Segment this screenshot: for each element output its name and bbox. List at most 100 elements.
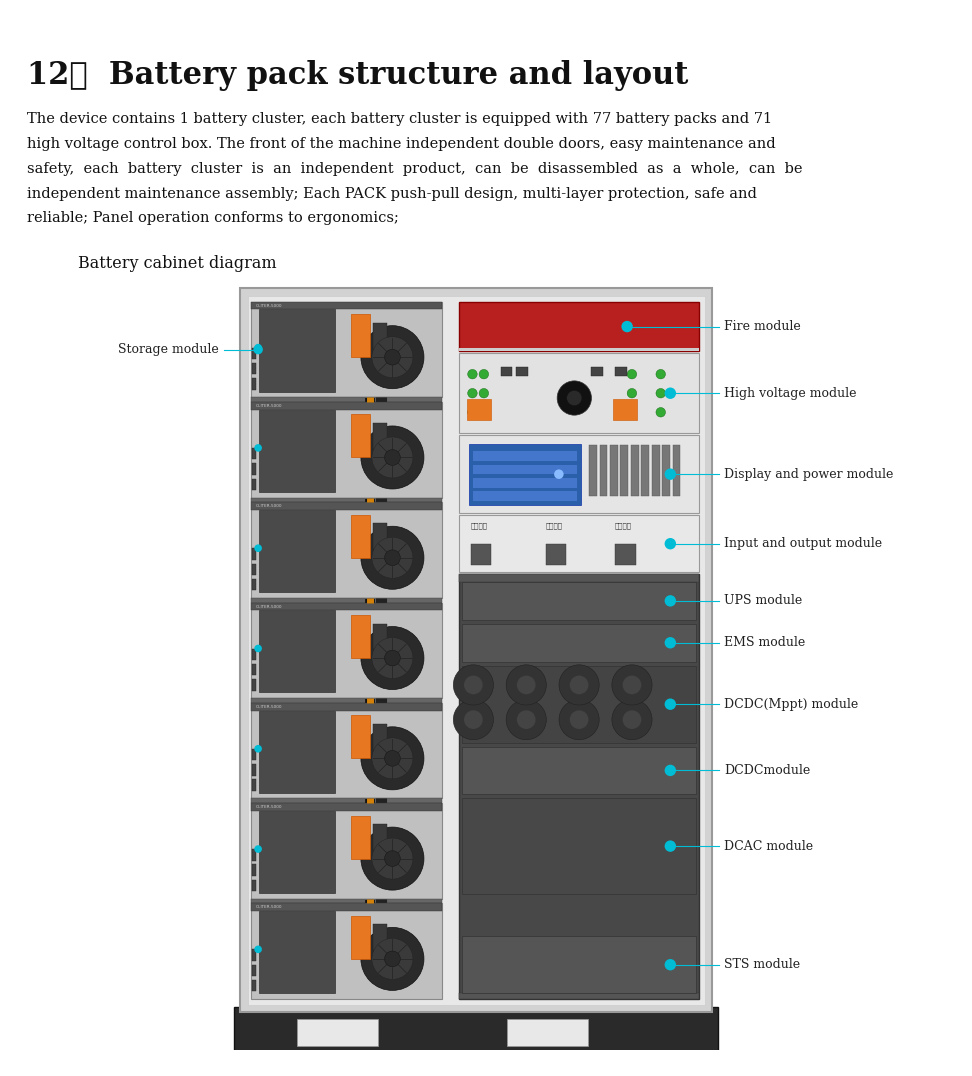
Circle shape	[666, 596, 676, 606]
Circle shape	[612, 665, 652, 705]
Circle shape	[372, 337, 413, 378]
Text: independent maintenance assembly; Each PACK push-pull design, multi-layer protec: independent maintenance assembly; Each P…	[26, 186, 756, 200]
Circle shape	[559, 665, 599, 705]
Text: 12，  Battery pack structure and layout: 12， Battery pack structure and layout	[26, 60, 688, 90]
Text: High voltage module: High voltage module	[724, 386, 856, 399]
Circle shape	[468, 369, 477, 379]
Bar	[252, 703, 442, 798]
Circle shape	[665, 840, 677, 852]
Bar	[253, 649, 257, 660]
Circle shape	[385, 750, 400, 766]
Bar	[234, 1007, 718, 1052]
Text: Battery cabinet diagram: Battery cabinet diagram	[78, 255, 277, 272]
Bar	[253, 579, 257, 591]
Bar	[462, 624, 696, 662]
Bar	[252, 603, 442, 698]
Circle shape	[665, 595, 677, 607]
Bar	[253, 363, 257, 374]
Circle shape	[665, 637, 677, 649]
Bar	[473, 465, 576, 475]
Circle shape	[666, 699, 676, 709]
Circle shape	[453, 699, 494, 739]
Circle shape	[453, 665, 494, 705]
Bar	[506, 1019, 588, 1046]
Circle shape	[385, 851, 400, 866]
Bar	[373, 724, 387, 750]
Text: DCDC(Mppt) module: DCDC(Mppt) module	[724, 697, 858, 711]
Bar	[253, 864, 257, 876]
Circle shape	[255, 645, 261, 652]
Bar	[252, 698, 442, 703]
Bar	[351, 716, 369, 759]
Circle shape	[385, 650, 400, 666]
Circle shape	[464, 676, 483, 694]
Bar	[252, 904, 442, 911]
Bar	[252, 397, 442, 402]
Bar	[459, 575, 699, 999]
Text: OLITER-5000: OLITER-5000	[257, 505, 283, 508]
Bar	[351, 414, 369, 457]
Bar	[470, 543, 492, 565]
Circle shape	[372, 537, 413, 578]
Bar	[351, 514, 369, 557]
Bar	[252, 703, 442, 710]
Bar	[673, 444, 680, 496]
Bar	[253, 779, 257, 791]
Bar	[253, 679, 257, 691]
Circle shape	[361, 426, 424, 489]
Bar	[459, 353, 699, 434]
Bar	[545, 543, 567, 565]
Text: high voltage control box. The front of the machine independent double doors, eas: high voltage control box. The front of t…	[26, 137, 776, 151]
Bar	[252, 402, 442, 497]
Bar	[373, 523, 387, 549]
Bar	[373, 423, 387, 449]
Circle shape	[656, 408, 666, 417]
Circle shape	[665, 387, 677, 399]
Bar	[459, 435, 699, 513]
Circle shape	[665, 765, 677, 776]
Text: OLITER-5000: OLITER-5000	[257, 905, 283, 909]
Circle shape	[622, 676, 642, 694]
Circle shape	[557, 381, 591, 415]
Bar	[351, 615, 369, 659]
Bar	[253, 764, 257, 776]
Bar	[253, 448, 257, 459]
Circle shape	[385, 951, 400, 966]
Text: OLITER-5000: OLITER-5000	[257, 303, 283, 308]
Bar	[252, 502, 442, 510]
Bar	[473, 451, 576, 461]
Circle shape	[361, 827, 424, 890]
Bar	[501, 367, 512, 377]
Bar	[252, 598, 442, 603]
Bar	[373, 924, 387, 950]
Bar	[253, 749, 257, 761]
Bar	[252, 502, 442, 598]
Bar	[253, 379, 257, 390]
Circle shape	[554, 469, 564, 479]
Bar	[260, 911, 335, 993]
Bar	[253, 880, 257, 891]
Bar	[260, 610, 335, 693]
Text: reliable; Panel operation conforms to ergonomics;: reliable; Panel operation conforms to er…	[26, 211, 399, 225]
Bar	[612, 399, 638, 420]
Circle shape	[372, 938, 413, 979]
Bar	[462, 747, 696, 794]
Circle shape	[361, 326, 424, 388]
Bar	[610, 444, 617, 496]
Circle shape	[570, 676, 589, 694]
Circle shape	[627, 369, 637, 379]
Circle shape	[506, 665, 546, 705]
Circle shape	[361, 928, 424, 990]
Bar	[252, 803, 442, 811]
Circle shape	[517, 676, 536, 694]
Bar	[652, 444, 660, 496]
Text: Fire module: Fire module	[724, 320, 801, 334]
Bar	[351, 816, 369, 859]
Bar	[260, 310, 335, 392]
Bar	[240, 288, 712, 1013]
Circle shape	[468, 408, 477, 417]
Circle shape	[666, 469, 676, 479]
Circle shape	[666, 766, 676, 775]
Circle shape	[255, 946, 261, 953]
Circle shape	[479, 388, 489, 398]
